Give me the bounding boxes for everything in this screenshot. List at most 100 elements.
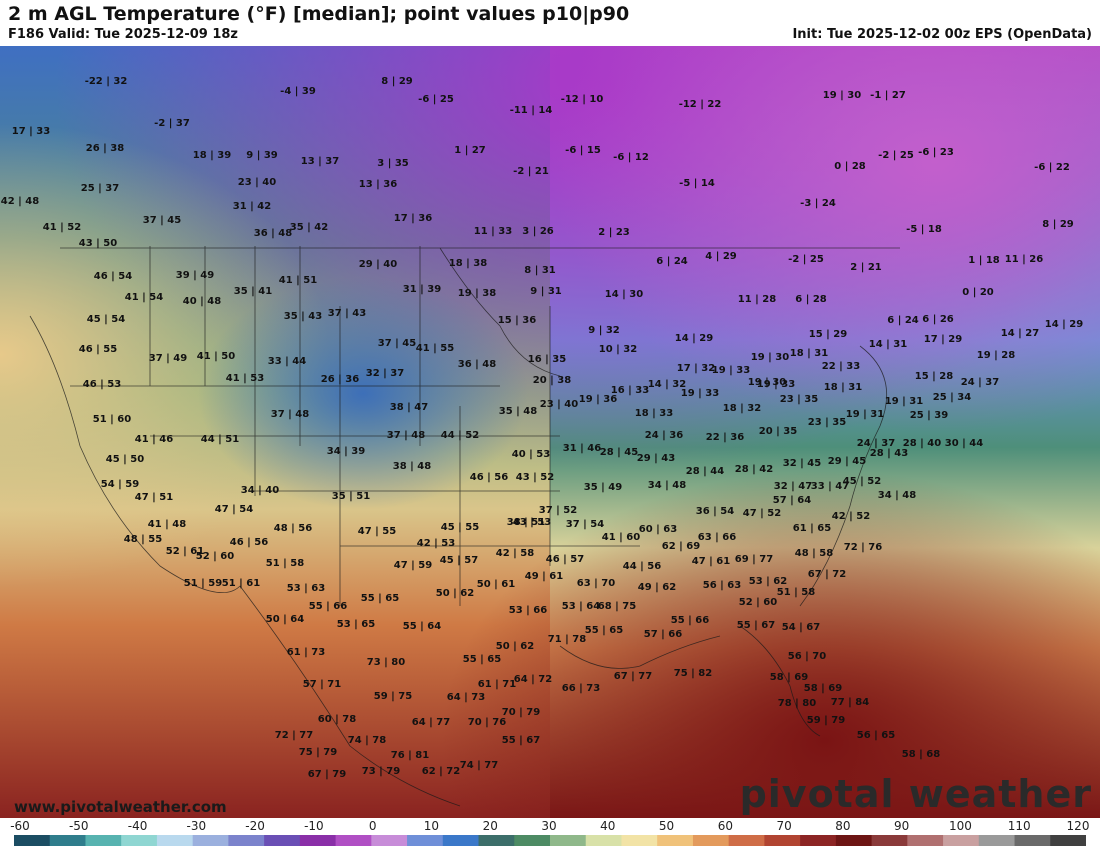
point-value: 22 | 33 [821, 361, 861, 372]
point-value: 72 | 77 [274, 730, 314, 741]
point-value: 9 | 31 [530, 286, 562, 297]
colorbar-tick-label: 100 [948, 819, 972, 833]
point-value: 35 | 51 [331, 491, 371, 502]
point-value: 37 | 54 [565, 519, 605, 530]
point-value: 19 | 33 [756, 379, 796, 390]
point-value: 58 | 69 [769, 672, 809, 683]
point-value: 14 | 30 [604, 289, 644, 300]
brand-watermark: pivotal weather [739, 772, 1092, 816]
point-value: 23 | 40 [237, 177, 277, 188]
point-value: 46 | 56 [229, 537, 269, 548]
point-value: 51 | 58 [776, 587, 816, 598]
colorbar-tick-label: 40 [600, 819, 616, 833]
point-value: 56 | 65 [856, 730, 896, 741]
point-value: 24 | 37 [960, 377, 1000, 388]
point-value: 41 | 55 [415, 343, 455, 354]
colorbar-swatch [550, 835, 587, 846]
point-value: -11 | 14 [509, 105, 553, 116]
point-value: 14 | 29 [674, 333, 714, 344]
header: 2 m AGL Temperature (°F) [median]; point… [0, 0, 1100, 46]
point-value: 2 | 21 [850, 262, 882, 273]
point-value: -5 | 14 [679, 178, 715, 189]
colorbar-swatch [657, 835, 694, 846]
point-value: 10 | 32 [598, 344, 638, 355]
point-value: 58 | 69 [803, 683, 843, 694]
map-background [0, 46, 1100, 818]
valid-time: F186 Valid: Tue 2025-12-09 18z [8, 27, 238, 42]
colorbar-tick-label: -30 [186, 819, 207, 833]
point-value: 15 | 28 [914, 371, 954, 382]
point-value: -2 | 25 [878, 150, 914, 161]
point-value: 66 | 73 [561, 683, 601, 694]
init-time: Init: Tue 2025-12-02 00z EPS (OpenData) [792, 27, 1092, 42]
point-value: 18 | 32 [722, 403, 762, 414]
point-value: 17 | 29 [923, 334, 963, 345]
credit-url[interactable]: www.pivotalweather.com [14, 798, 227, 816]
point-value: 42 | 53 [416, 538, 456, 549]
point-value: 26 | 38 [85, 143, 125, 154]
point-value: 47 | 61 [691, 556, 731, 567]
colorbar-swatch [692, 835, 730, 846]
point-value: 37 | 52 [538, 505, 578, 516]
point-value: 22 | 36 [705, 432, 745, 443]
point-value: 47 | 51 [134, 492, 174, 503]
point-value: 20 | 35 [758, 426, 798, 437]
point-value: 31 | 39 [402, 284, 442, 295]
point-value: 64 | 77 [411, 717, 451, 728]
point-value: 16 | 33 [610, 385, 650, 396]
point-value: 39 | 49 [175, 270, 215, 281]
point-value: 29 | 45 [827, 456, 867, 467]
colorbar-swatch [871, 835, 908, 846]
point-value: 67 | 77 [613, 671, 653, 682]
point-value: 40 | 53 [511, 449, 551, 460]
colorbar-tick-label: 80 [835, 819, 851, 833]
point-value: 49 | 62 [637, 582, 677, 593]
point-value: 68 | 75 [597, 601, 637, 612]
point-value: 18 | 39 [192, 150, 232, 161]
point-value: 44 | 52 [440, 430, 480, 441]
colorbar-tick-label: 30 [541, 819, 557, 833]
colorbar-tick-label: 70 [776, 819, 792, 833]
point-value: 53 | 63 [286, 583, 326, 594]
colorbar-swatch [907, 835, 944, 846]
point-value: 28 | 40 [902, 438, 942, 449]
point-value: 19 | 30 [822, 90, 862, 101]
point-value: 35 | 43 [283, 311, 323, 322]
point-value: 34 | 48 [877, 490, 917, 501]
point-value: 37 | 49 [148, 353, 188, 364]
point-value: 32 | 47 [773, 481, 813, 492]
point-value: 4 | 29 [705, 251, 737, 262]
point-value: 64 | 73 [446, 692, 486, 703]
point-value: 41 | 51 [278, 275, 318, 286]
temperature-map[interactable]: -22 | 32 -4 | 39 8 | 29 -6 | 25 -11 | 14 -12 … [0, 46, 1100, 818]
point-value: 34 | 39 [326, 446, 366, 457]
colorbar-swatch [514, 835, 551, 846]
point-value: 46 | 56 [469, 472, 509, 483]
colorbar-swatch [85, 835, 122, 846]
point-value: -6 | 22 [1034, 162, 1070, 173]
point-value: 70 | 79 [501, 707, 541, 718]
colorbar-swatch [335, 835, 372, 846]
point-value: 53 | 64 [561, 601, 601, 612]
point-value: 32 | 37 [365, 368, 405, 379]
point-value: 50 | 64 [265, 614, 305, 625]
map-title: 2 m AGL Temperature (°F) [median]; point… [8, 3, 630, 25]
point-value: 76 | 81 [390, 750, 430, 761]
point-value: 69 | 77 [734, 554, 774, 565]
colorbar-swatch [192, 835, 229, 846]
point-value: 60 | 63 [638, 524, 678, 535]
point-value: 36 | 48 [253, 228, 293, 239]
point-value: 35 | 41 [233, 286, 273, 297]
point-value: 71 | 78 [547, 634, 587, 645]
point-value: 42 | 52 [831, 511, 871, 522]
point-value: 50 | 61 [476, 579, 516, 590]
point-value: 19 | 33 [680, 388, 720, 399]
point-value: 33 | 44 [267, 356, 307, 367]
colorbar-swatch [14, 835, 51, 846]
point-value: 14 | 32 [647, 379, 687, 390]
point-value: 41 | 53 [225, 373, 265, 384]
point-value: 18 | 31 [789, 348, 829, 359]
colorbar-swatch [228, 835, 265, 846]
point-value: -5 | 18 [906, 224, 942, 235]
point-value: 17 | 36 [393, 213, 433, 224]
